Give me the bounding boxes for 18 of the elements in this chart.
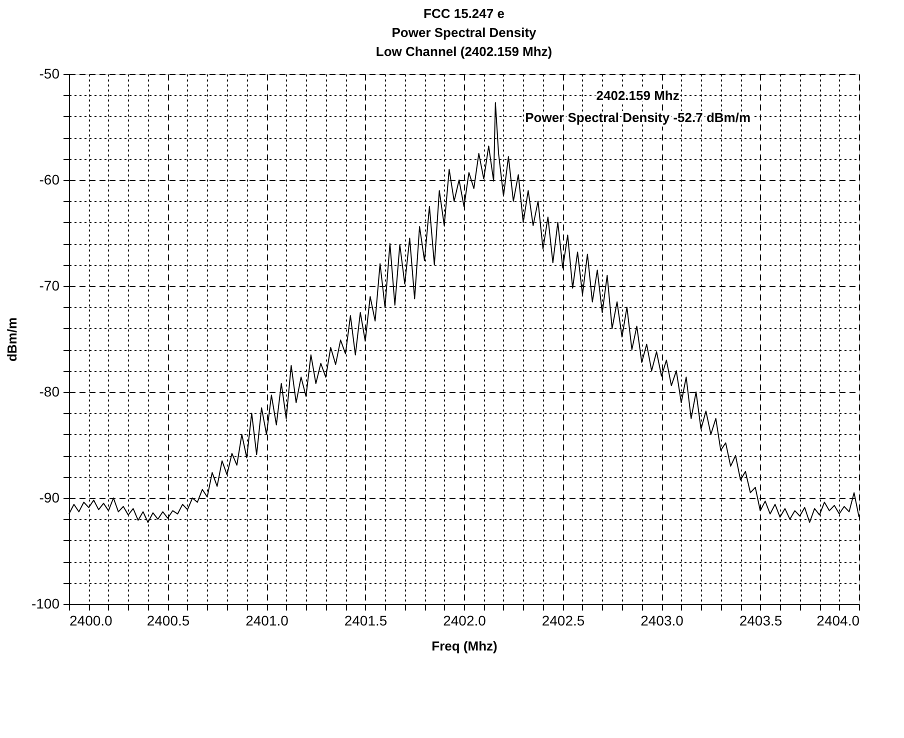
x-tick-label: 2400.5 xyxy=(146,612,190,628)
x-tick-label: 2401.0 xyxy=(246,612,289,628)
x-tick-label: 2400.0 xyxy=(70,612,113,628)
y-tick-label: -50 xyxy=(39,66,60,82)
y-tick-label: -80 xyxy=(39,384,60,400)
chart-title: FCC 15.247 e Power Spectral Density Low Channel (2402.159 Mhz) xyxy=(376,6,552,59)
x-tick-label: 2401.5 xyxy=(344,612,388,628)
x-tick-label: 2402.0 xyxy=(443,612,486,628)
x-tick-label: 2402.5 xyxy=(542,612,585,628)
x-tick-label: 2403.5 xyxy=(739,612,782,628)
y-axis-title: dBm/m xyxy=(4,317,20,362)
y-tick-label: -60 xyxy=(39,172,60,188)
x-tick-label: 2403.0 xyxy=(640,612,684,628)
y-tick-label: -100 xyxy=(31,596,60,612)
x-tick-label: 2404.0 xyxy=(816,612,860,628)
y-tick-label: -90 xyxy=(39,490,60,506)
x-axis-title: Freq (Mhz) xyxy=(432,638,498,654)
y-tick-label: -70 xyxy=(39,278,60,294)
